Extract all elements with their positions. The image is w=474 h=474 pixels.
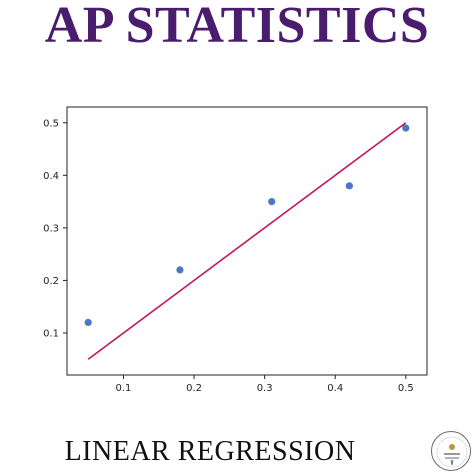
scatter-chart: 0.1 0.2 0.3 0.4 0.5 0.1 0.2 0.3 0.4 0.5 [43,106,428,394]
series-layer [84,122,410,360]
y-axis: 0.1 0.2 0.3 0.4 0.5 [43,118,67,339]
x-tick-label: 0.2 [186,383,202,394]
data-point [402,124,410,132]
y-tick-label: 0.1 [43,328,59,339]
y-tick-label: 0.3 [43,223,59,234]
y-tick-label: 0.2 [43,276,59,287]
y-tick-label: 0.5 [43,118,59,129]
data-point [84,318,92,327]
publisher-logo [431,431,471,471]
project-subtitle: LINEAR REGRESSION PROJECT [64,436,356,474]
page-title: AP STATISTICS [44,0,430,54]
x-tick-label: 0.5 [398,383,414,394]
x-tick-label: 0.4 [327,383,343,394]
x-axis: 0.1 0.2 0.3 0.4 0.5 [116,375,414,394]
plot-area-frame [66,106,428,376]
x-tick-label: 0.1 [116,383,132,394]
regression-line [87,122,407,360]
y-tick-label: 0.4 [43,171,59,182]
data-point [176,266,184,274]
x-tick-label: 0.3 [257,383,273,394]
data-point [345,182,353,190]
data-point [268,197,276,206]
